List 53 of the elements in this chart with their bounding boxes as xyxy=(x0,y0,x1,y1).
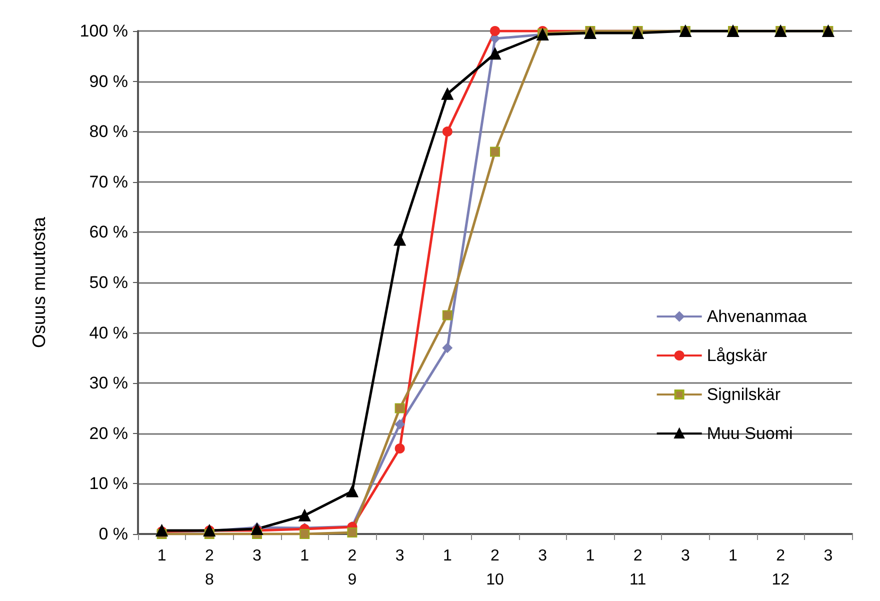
text: 9 xyxy=(348,572,357,588)
point xyxy=(394,419,405,430)
text: 8 xyxy=(204,572,214,588)
point xyxy=(441,88,454,100)
point xyxy=(298,509,311,522)
x-tick-label: 1 xyxy=(586,548,595,564)
y-tick-label: 80 % xyxy=(89,122,128,142)
y-tick-label: 70 % xyxy=(89,172,128,192)
x-tick-label: 2 xyxy=(204,548,214,564)
text: 11 xyxy=(629,572,646,588)
text: 10 xyxy=(486,572,504,588)
point xyxy=(442,342,452,353)
point xyxy=(394,443,405,454)
x-tick-label: 1 xyxy=(300,548,310,564)
y-tick-label: 10 % xyxy=(89,474,128,494)
x-tick-label: 1 xyxy=(157,548,166,564)
point xyxy=(394,234,406,246)
point xyxy=(490,26,500,36)
y-tick-label: 100 % xyxy=(80,22,128,40)
legend-label: Signilskär xyxy=(706,385,781,404)
legend-label: Muu Suomi xyxy=(706,424,793,443)
point xyxy=(584,27,596,40)
point xyxy=(394,403,405,414)
point xyxy=(632,27,644,40)
y-tick-label: 30 % xyxy=(89,374,128,393)
x-tick-label: 3 xyxy=(824,548,833,564)
y-tick-label: 60 % xyxy=(89,222,128,242)
x-tick-label: 3 xyxy=(252,548,262,564)
point xyxy=(490,146,500,157)
y-tick-label: 20 % xyxy=(89,424,128,443)
point xyxy=(489,48,501,60)
y-tick-label: 40 % xyxy=(89,323,128,342)
x-tick-label: 2 xyxy=(776,548,786,564)
y-tick-label: 90 % xyxy=(89,72,128,91)
y-tick-label: 50 % xyxy=(89,273,128,292)
x-tick-label: 1 xyxy=(442,548,452,564)
x-tick-label: 2 xyxy=(633,548,642,564)
legend-label: Lågskär xyxy=(706,346,768,365)
point xyxy=(442,126,452,137)
x-tick-label: 2 xyxy=(348,548,357,564)
point xyxy=(347,527,358,538)
x-tick-label: 1 xyxy=(728,548,738,564)
x-tick-label: 3 xyxy=(680,548,690,564)
x-tick-label: 3 xyxy=(395,548,404,564)
y-axis-title: Osuus muutosta xyxy=(29,216,49,348)
point xyxy=(442,310,452,320)
y-tick-label: 0 % xyxy=(98,524,128,544)
x-tick-label: 2 xyxy=(490,548,500,564)
legend-label: Ahvenanmaa xyxy=(706,307,808,326)
text: 12 xyxy=(772,572,790,588)
x-tick-label: 3 xyxy=(538,548,548,564)
point xyxy=(346,485,358,498)
point xyxy=(300,529,310,539)
